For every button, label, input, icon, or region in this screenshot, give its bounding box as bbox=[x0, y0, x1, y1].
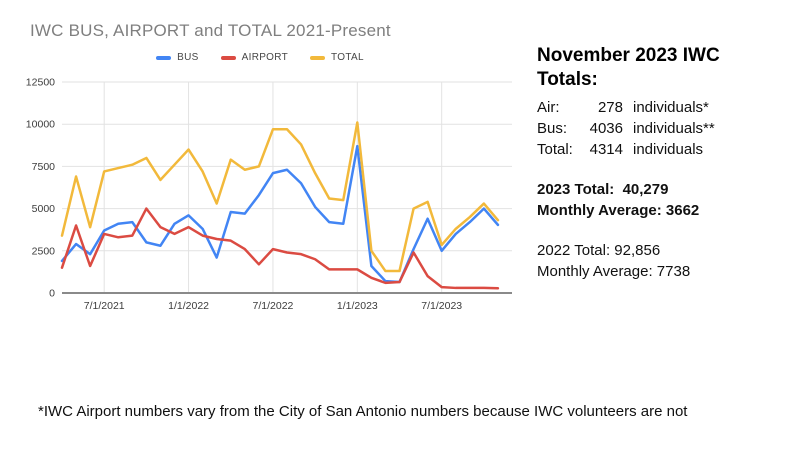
legend-label-bus: BUS bbox=[177, 52, 199, 63]
chart-title: IWC BUS, AIRPORT and TOTAL 2021-Present bbox=[30, 21, 391, 40]
stats-rows: Air: 278 individuals* Bus: 4036 individu… bbox=[537, 97, 787, 160]
legend-label-airport: AIRPORT bbox=[241, 52, 289, 63]
monthly-average-2022: Monthly Average: 7738 bbox=[537, 263, 691, 280]
stat-row-total: Total: 4314 individuals bbox=[537, 139, 787, 160]
footnotes: *IWC Airport numbers vary from the City … bbox=[38, 359, 778, 450]
x-tick-label: 1/1/2022 bbox=[168, 300, 209, 312]
x-tick-label: 7/1/2022 bbox=[253, 300, 294, 312]
y-tick-label: 2500 bbox=[32, 245, 56, 257]
total-2023: 2023 Total: 40,279 bbox=[537, 181, 669, 198]
stat-row-air: Air: 278 individuals* bbox=[537, 97, 787, 118]
stats-heading-line2: Totals: bbox=[537, 69, 598, 90]
stats-heading: November 2023 IWC Totals: bbox=[537, 44, 787, 92]
y-tick-label: 10000 bbox=[26, 119, 55, 131]
legend-swatch-airport bbox=[220, 55, 236, 60]
stat-label-bus: Bus: bbox=[537, 120, 568, 137]
line-total bbox=[60, 121, 500, 273]
stat-value-air: 278 bbox=[597, 99, 623, 116]
stat-label-total: Total: bbox=[537, 141, 573, 158]
legend-item-total: TOTAL bbox=[310, 52, 364, 63]
y-tick-label: 7500 bbox=[32, 161, 56, 173]
stat-value-total: 4314 bbox=[589, 141, 623, 158]
stats-heading-line1: November 2023 IWC bbox=[537, 45, 720, 66]
footnote-airport-line1: *IWC Airport numbers vary from the City … bbox=[38, 403, 688, 420]
stat-unit-total: individuals bbox=[633, 141, 704, 158]
stat-unit-bus: individuals** bbox=[633, 120, 715, 137]
legend-swatch-total bbox=[310, 55, 326, 60]
stats-panel: November 2023 IWC Totals: Air: 278 indiv… bbox=[537, 44, 787, 282]
legend-item-airport: AIRPORT bbox=[220, 52, 289, 63]
chart-legend: BUS AIRPORT TOTAL bbox=[0, 52, 520, 63]
stat-value-bus: 4036 bbox=[589, 120, 623, 137]
x-tick-label: 1/1/2023 bbox=[337, 300, 378, 312]
line-airport bbox=[60, 207, 500, 290]
y-tick-label: 12500 bbox=[26, 77, 55, 89]
stat-label-air: Air: bbox=[537, 99, 560, 116]
legend-item-bus: BUS bbox=[156, 52, 198, 63]
y-tick-label: 0 bbox=[49, 288, 55, 300]
y-tick-label: 5000 bbox=[32, 203, 56, 215]
line-chart: 7/1/2021 1/1/2022 7/1/2022 1/1/2023 7/1/2023… bbox=[26, 77, 512, 312]
monthly-average-2023: Monthly Average: 3662 bbox=[537, 202, 700, 219]
stat-unit-air: individuals* bbox=[633, 99, 709, 116]
line-bus bbox=[60, 144, 500, 284]
stat-row-bus: Bus: 4036 individuals** bbox=[537, 118, 787, 139]
x-tick-label: 7/1/2021 bbox=[84, 300, 125, 312]
x-tick-label: 7/1/2023 bbox=[421, 300, 462, 312]
legend-label-total: TOTAL bbox=[331, 52, 364, 63]
legend-swatch-bus bbox=[156, 55, 172, 60]
total-2022: 2022 Total: 92,856 bbox=[537, 242, 661, 259]
